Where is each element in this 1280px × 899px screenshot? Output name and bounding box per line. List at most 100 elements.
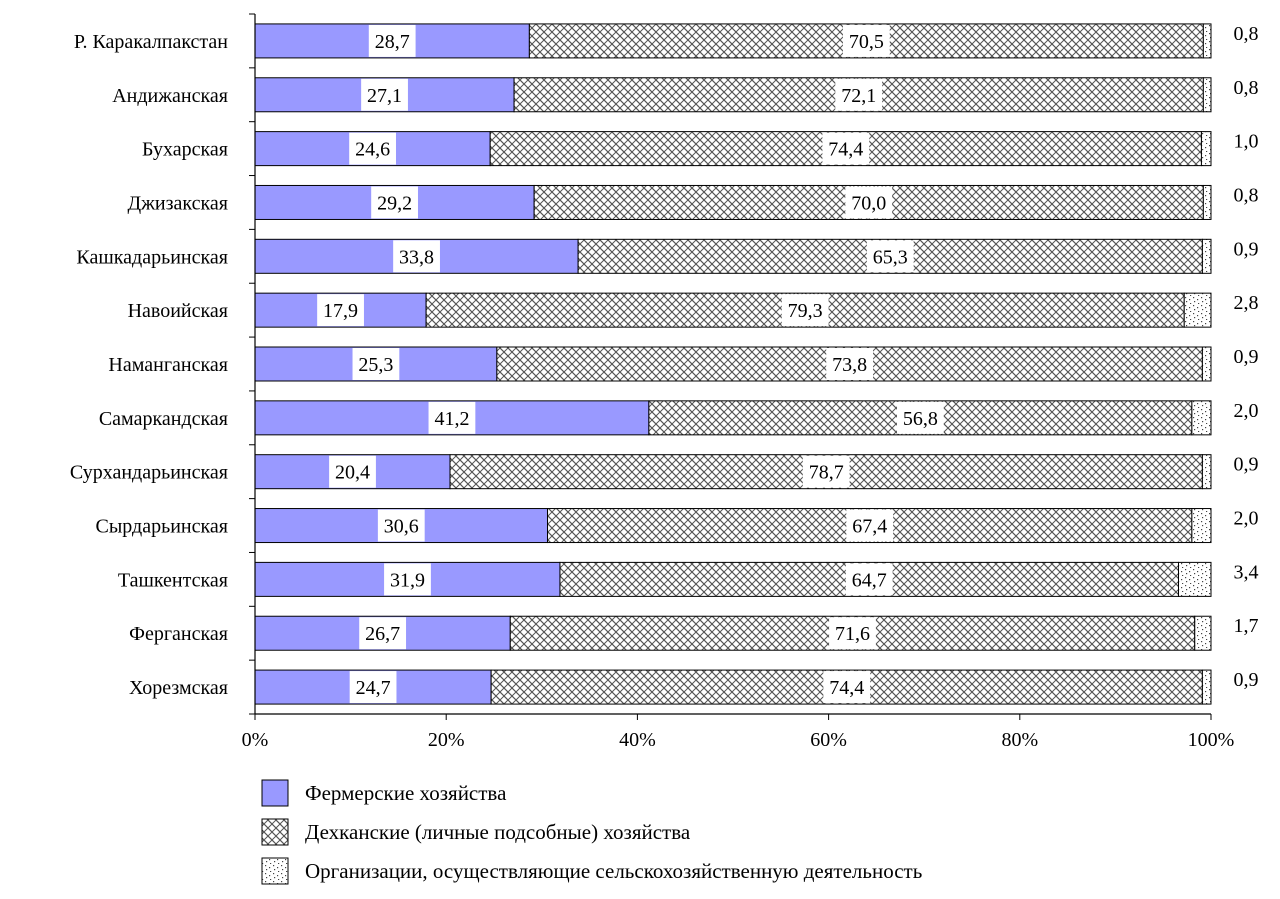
category-label: Р. Каракалпакстан [74, 31, 228, 53]
data-label-bg [842, 24, 890, 57]
data-label-series-1: 17,9 [323, 300, 358, 322]
category-label: Хорезмская [129, 677, 228, 699]
data-label-series-2: 70,0 [851, 192, 886, 214]
data-label-bg [359, 617, 407, 650]
data-label-series-3: 2,8 [1234, 292, 1259, 314]
data-label-series-3: 2,0 [1234, 400, 1259, 422]
bar-segment-3-8 [1191, 400, 1212, 436]
data-label-series-3: 0,9 [1234, 238, 1259, 260]
x-tick-label: 80% [1001, 729, 1038, 751]
data-label-series-2: 64,7 [852, 569, 887, 591]
category-label: Навоийская [128, 300, 228, 322]
x-tick-label: 40% [619, 729, 656, 751]
legend-label-2: Дехканские (личные подсобные) хозяйства [305, 820, 691, 844]
data-label-series-1: 29,2 [377, 192, 412, 214]
legend-label-1: Фермерские хозяйства [305, 781, 507, 805]
data-label-bg [822, 132, 870, 165]
data-label-series-3: 0,8 [1234, 23, 1259, 45]
data-label-bg [393, 240, 440, 273]
data-label-series-2: 74,4 [828, 139, 863, 161]
data-label-series-1: 20,4 [335, 462, 370, 484]
data-label-bg [361, 78, 408, 111]
legend-swatch-3 [261, 857, 289, 885]
data-label-bg [823, 671, 871, 704]
data-label-series-1: 25,3 [358, 354, 393, 376]
data-label-bg [802, 455, 850, 488]
data-label-series-3: 2,0 [1234, 508, 1259, 530]
data-label-series-2: 72,1 [841, 85, 876, 107]
data-label-series-3: 0,8 [1234, 184, 1259, 206]
category-label: Ферганская [129, 623, 228, 645]
category-label: Сырдарьинская [96, 516, 228, 538]
data-label-bg [349, 671, 397, 704]
category-label: Ташкентская [118, 569, 228, 591]
data-label-series-2: 70,5 [849, 31, 884, 53]
data-label-series-1: 31,9 [390, 569, 425, 591]
data-label-bg [317, 294, 364, 327]
category-label: Кашкадарьинская [76, 246, 228, 268]
data-label-bg [846, 509, 894, 542]
data-label-series-2: 71,6 [835, 623, 870, 645]
bar-segment-3-7 [1201, 346, 1212, 382]
data-label-bg [826, 348, 874, 380]
x-tick-label: 100% [1188, 729, 1235, 751]
data-label-series-2: 79,3 [788, 300, 823, 322]
category-label: Бухарская [142, 139, 228, 161]
data-label-bg [384, 563, 431, 596]
category-label: Джизакская [127, 192, 228, 214]
data-label-series-1: 41,2 [434, 408, 469, 430]
data-label-bg [835, 78, 883, 111]
data-label-series-2: 65,3 [873, 246, 908, 268]
data-label-series-3: 1,0 [1234, 131, 1259, 153]
category-label: Самаркандская [99, 408, 228, 430]
data-label-series-3: 1,7 [1234, 615, 1259, 637]
bar-segment-3-1 [1202, 23, 1212, 59]
bar-segment-3-9 [1201, 454, 1212, 490]
legend: Фермерские хозяйства Дехканские (личные п… [261, 779, 922, 885]
bar-segment-3-13 [1201, 669, 1212, 705]
data-label-series-2: 67,4 [852, 516, 887, 538]
bar-segment-3-10 [1191, 508, 1212, 544]
data-label-series-1: 26,7 [365, 623, 400, 645]
data-label-bg [866, 240, 914, 273]
data-label-bg [829, 617, 876, 650]
data-label-series-2: 74,4 [829, 677, 864, 699]
x-tick-label: 60% [810, 729, 847, 751]
data-label-bg [845, 186, 893, 219]
data-label-bg [845, 563, 893, 596]
bar-segment-3-5 [1201, 238, 1212, 274]
data-label-bg [329, 455, 376, 488]
bar-segment-3-11 [1178, 561, 1212, 597]
bar-segment-3-2 [1202, 77, 1212, 113]
data-label-series-1: 27,1 [367, 85, 402, 107]
data-label-series-3: 0,9 [1234, 454, 1259, 476]
bar-segment-3-4 [1202, 184, 1212, 220]
data-label-bg [371, 186, 418, 219]
legend-label-3: Организации, осуществляющие сельскохозяй… [305, 859, 922, 883]
data-label-series-2: 73,8 [832, 354, 867, 376]
legend-swatch-1 [261, 779, 289, 807]
legend-swatch-2 [261, 818, 289, 846]
data-label-series-3: 3,4 [1234, 561, 1259, 583]
x-tick-label: 20% [428, 729, 465, 751]
bar-segment-3-12 [1194, 615, 1212, 651]
x-tick-label: 0% [242, 729, 269, 751]
bar-segment-3-6 [1183, 292, 1212, 328]
data-label-series-1: 30,6 [384, 516, 419, 538]
data-label-series-2: 78,7 [809, 462, 844, 484]
data-label-bg [352, 348, 400, 380]
bar-segment-3-3 [1200, 131, 1212, 167]
data-label-series-1: 24,7 [356, 677, 391, 699]
category-label: Сурхандарьинская [70, 462, 228, 484]
data-label-bg [377, 509, 425, 542]
data-labels-layer: Р. Каракалпакстан 28,7 70,5 0,8 Андижанская 2… [70, 23, 1259, 704]
data-label-series-1: 28,7 [375, 31, 410, 53]
axis-layer: 0% 20% 40% 60% 80% 100% [242, 13, 1235, 751]
data-label-series-3: 0,9 [1234, 346, 1259, 368]
data-label-series-1: 24,6 [355, 139, 390, 161]
data-label-bg [428, 401, 476, 434]
category-label: Андижанская [112, 85, 228, 107]
data-label-series-3: 0,8 [1234, 77, 1259, 99]
data-label-series-3: 0,9 [1234, 669, 1259, 691]
